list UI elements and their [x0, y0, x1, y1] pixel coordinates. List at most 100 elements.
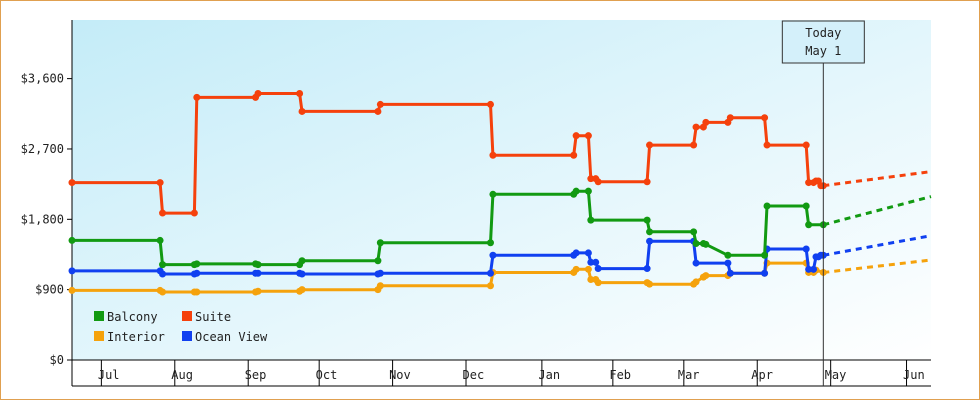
- data-point: [254, 89, 262, 97]
- data-point: [594, 178, 602, 186]
- y-tick-label: $900: [35, 283, 64, 297]
- x-axis: Jul Aug Sep Oct Nov Dec Jan Feb Mar Apr May Jun: [72, 359, 931, 387]
- x-tick-label: Apr: [751, 368, 773, 382]
- data-point: [646, 228, 654, 236]
- data-point: [761, 251, 769, 259]
- legend-label: Ocean View: [195, 330, 268, 344]
- data-point: [702, 240, 710, 248]
- data-point: [193, 93, 201, 101]
- data-point: [486, 100, 494, 108]
- data-point: [692, 278, 700, 286]
- data-point: [802, 202, 810, 210]
- series-ocean-view: [68, 234, 932, 278]
- data-point: [376, 239, 384, 247]
- data-point: [376, 269, 384, 277]
- data-point: [802, 245, 810, 253]
- data-point: [646, 280, 654, 288]
- x-tick-label: Oct: [316, 368, 338, 382]
- x-tick-label: May: [825, 368, 847, 382]
- data-point: [572, 265, 580, 273]
- data-point: [193, 260, 201, 268]
- data-point: [692, 259, 700, 267]
- x-tick-label: Jan: [538, 368, 560, 382]
- data-point: [298, 257, 306, 265]
- plot-background: [72, 20, 931, 360]
- data-point: [159, 209, 167, 217]
- data-point: [594, 265, 602, 273]
- y-tick-label: $3,600: [21, 72, 64, 86]
- data-point: [584, 187, 592, 195]
- data-point: [724, 259, 732, 267]
- y-tick-label: $2,700: [21, 142, 64, 156]
- legend-swatch: [182, 331, 192, 341]
- data-point: [584, 249, 592, 257]
- data-point: [692, 240, 700, 248]
- data-point: [805, 265, 813, 273]
- today-date: May 1: [805, 44, 841, 58]
- data-point: [489, 151, 497, 159]
- y-tick-label: $1,800: [21, 212, 64, 226]
- legend-label: Suite: [195, 310, 231, 324]
- data-point: [298, 107, 306, 115]
- data-point: [724, 251, 732, 259]
- x-tick-label: Jul: [98, 368, 120, 382]
- data-point: [643, 265, 651, 273]
- data-point: [646, 237, 654, 245]
- data-point: [486, 239, 494, 247]
- x-tick-label: Feb: [609, 368, 631, 382]
- data-point: [68, 267, 76, 275]
- projection-line: [822, 195, 932, 227]
- data-point: [702, 272, 710, 280]
- data-point: [805, 179, 813, 187]
- data-point: [587, 216, 595, 224]
- data-point: [486, 269, 494, 277]
- data-point: [726, 114, 734, 122]
- data-point: [159, 288, 167, 296]
- data-point: [587, 275, 595, 283]
- data-point: [374, 107, 382, 115]
- projection-line: [823, 234, 932, 257]
- data-point: [702, 118, 710, 126]
- data-point: [646, 141, 654, 149]
- y-tick-label: $0: [50, 353, 64, 367]
- projection-line: [823, 258, 932, 274]
- data-point: [68, 286, 76, 294]
- data-point: [761, 269, 769, 277]
- legend-swatch: [94, 311, 104, 321]
- series-suite: [68, 89, 932, 217]
- data-point: [570, 151, 578, 159]
- data-point: [254, 261, 262, 269]
- data-point: [726, 269, 734, 277]
- data-point: [298, 270, 306, 278]
- data-point: [193, 269, 201, 277]
- x-tick-label: Mar: [678, 368, 700, 382]
- projection-line: [823, 170, 932, 188]
- legend-swatch: [94, 331, 104, 341]
- data-point: [486, 282, 494, 290]
- data-point: [489, 190, 497, 198]
- data-point: [690, 141, 698, 149]
- data-point: [376, 100, 384, 108]
- data-point: [584, 265, 592, 273]
- today-box: [781, 20, 865, 64]
- data-point: [159, 270, 167, 278]
- data-point: [489, 251, 497, 259]
- data-point: [193, 288, 201, 296]
- data-point: [643, 178, 651, 186]
- data-point: [802, 141, 810, 149]
- data-point: [761, 114, 769, 122]
- data-point: [159, 261, 167, 269]
- data-point: [587, 258, 595, 266]
- data-point: [572, 187, 580, 195]
- data-point: [68, 236, 76, 244]
- data-point: [254, 269, 262, 277]
- x-tick-label: Dec: [463, 368, 485, 382]
- x-tick-label: Nov: [389, 368, 411, 382]
- today-marker: Today May 1: [781, 20, 865, 386]
- y-axis: $0 $900 $1,800 $2,700 $3,600: [21, 20, 73, 386]
- data-point: [690, 228, 698, 236]
- data-point: [594, 279, 602, 287]
- data-point: [68, 179, 76, 187]
- today-label: Today: [805, 26, 841, 40]
